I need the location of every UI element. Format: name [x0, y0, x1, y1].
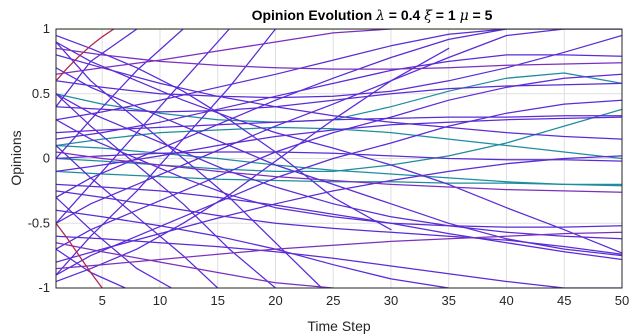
chart-title: Opinion Evolution λ = 0.4 ξ = 1 μ = 5 [252, 7, 493, 24]
series-line [56, 155, 622, 263]
x-tick-label: 35 [442, 293, 456, 308]
title-param-value: = 0.4 [385, 7, 424, 23]
y-tick-label: 0 [43, 151, 50, 166]
x-tick-label: 45 [557, 293, 571, 308]
series-line [56, 93, 277, 288]
y-tick-label: -0.5 [28, 215, 50, 230]
series-line [56, 235, 622, 288]
series-line [56, 99, 622, 276]
x-tick-label: 25 [326, 293, 340, 308]
chart-title-main: Opinion Evolution [252, 7, 376, 23]
series-line [56, 47, 622, 70]
x-tick-label: 50 [615, 293, 629, 308]
x-tick-label: 20 [268, 293, 282, 308]
title-param-symbol: λ [375, 8, 385, 24]
series-line [56, 29, 115, 82]
series-line [56, 54, 622, 140]
series-line [56, 34, 392, 231]
series-line [56, 82, 622, 113]
series-line [56, 29, 138, 108]
series-line [56, 183, 622, 261]
series-line [56, 34, 622, 99]
x-tick-label: 10 [153, 293, 167, 308]
series-group [56, 29, 622, 288]
series-line [56, 108, 622, 173]
y-axis-label: Opinions [8, 130, 24, 185]
x-tick-label: 15 [210, 293, 224, 308]
title-param-value: = 5 [469, 7, 493, 23]
series-line [56, 190, 622, 255]
series-line [56, 170, 622, 187]
x-tick-label: 40 [499, 293, 513, 308]
series-line [56, 47, 450, 283]
series-line [56, 144, 622, 186]
series-line [56, 54, 622, 140]
series-line [56, 196, 173, 288]
series-line [56, 29, 392, 75]
y-tick-label: 0.5 [32, 86, 50, 101]
x-tick-labels: 5 10 15 20 25 30 35 40 45 50 [99, 293, 630, 308]
x-tick-label: 30 [384, 293, 398, 308]
title-param-value: = 1 [432, 7, 460, 23]
y-tick-labels: -1 -0.5 0 0.5 1 [28, 21, 50, 295]
series-line [56, 151, 622, 193]
series-line [56, 222, 103, 288]
series-line [56, 29, 622, 224]
series-line [56, 231, 622, 270]
series-line [56, 209, 450, 288]
x-axis-label: Time Step [307, 318, 370, 334]
plot-frame [55, 28, 623, 289]
series-line [56, 116, 622, 173]
x-tick-label: 5 [99, 293, 106, 308]
series-line [56, 29, 508, 121]
series-line [56, 242, 334, 288]
series-line [56, 41, 323, 288]
series-line [56, 151, 622, 162]
y-tick-label: -1 [38, 280, 50, 295]
title-param-symbol: ξ [424, 8, 433, 24]
series-line [56, 29, 184, 160]
y-tick-label: 1 [43, 21, 50, 36]
title-param-symbol: μ [460, 8, 469, 24]
series-line [56, 144, 219, 288]
